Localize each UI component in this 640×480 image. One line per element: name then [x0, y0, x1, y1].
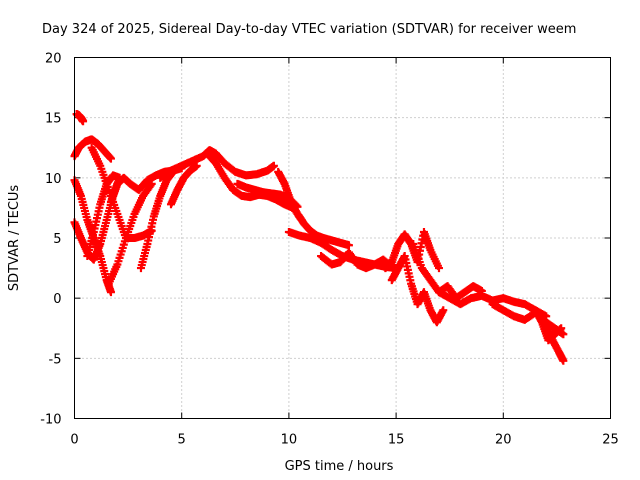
x-tick-label: 10 — [281, 433, 298, 448]
x-tick-label: 0 — [70, 433, 78, 448]
series-track-o — [317, 248, 396, 273]
data-point — [559, 330, 568, 339]
y-tick-label: 0 — [53, 292, 61, 307]
x-tick-label: 5 — [178, 433, 186, 448]
data-points — [70, 110, 568, 365]
data-point — [269, 161, 278, 170]
data-point — [344, 241, 353, 250]
x-tick-label: 15 — [388, 433, 405, 448]
series-track-q — [387, 252, 448, 327]
data-point — [439, 306, 448, 315]
y-axis-label: SDTVAR / TECUs — [7, 185, 22, 292]
x-tick-label: 25 — [602, 433, 619, 448]
x-axis-label: GPS time / hours — [285, 459, 394, 474]
data-point — [434, 264, 443, 273]
y-tick-label: 5 — [53, 232, 61, 247]
y-tick-label: -5 — [49, 352, 62, 367]
series-track-m — [274, 167, 353, 250]
y-tick-label: -10 — [40, 413, 61, 428]
y-tick-label: 10 — [45, 172, 62, 187]
data-point — [559, 356, 568, 365]
series-track-j — [156, 146, 278, 182]
series-track-v — [542, 318, 568, 365]
data-point — [147, 179, 156, 188]
y-tick-label: 20 — [45, 52, 62, 67]
data-point — [557, 324, 566, 333]
series-track-i — [166, 161, 201, 209]
plot-frame — [74, 57, 611, 419]
series-track-n — [284, 227, 401, 273]
y-tick-label: 15 — [45, 112, 62, 127]
data-point — [106, 154, 115, 163]
data-point — [106, 288, 115, 297]
series-track-a — [70, 135, 115, 163]
series-track-g — [104, 179, 156, 288]
chart-title: Day 324 of 2025, Sidereal Day-to-day VTE… — [42, 22, 576, 37]
data-point — [79, 117, 88, 126]
grid-lines — [74, 57, 611, 419]
x-tick-label: 20 — [495, 433, 512, 448]
